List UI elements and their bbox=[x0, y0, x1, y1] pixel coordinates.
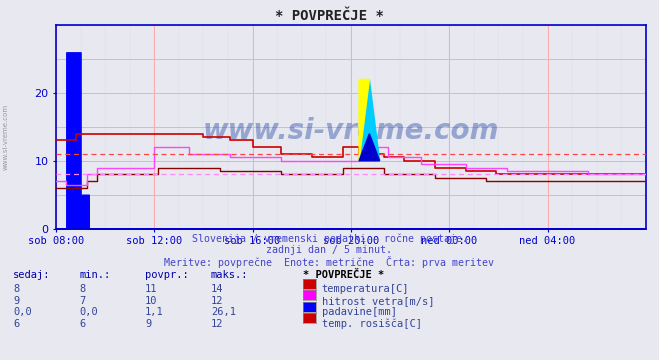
Text: 10: 10 bbox=[145, 296, 158, 306]
Text: sedaj:: sedaj: bbox=[13, 270, 51, 280]
Text: Meritve: povprečne  Enote: metrične  Črta: prva meritev: Meritve: povprečne Enote: metrične Črta:… bbox=[165, 256, 494, 267]
Text: 12: 12 bbox=[211, 319, 223, 329]
Text: 11: 11 bbox=[145, 284, 158, 294]
Text: povpr.:: povpr.: bbox=[145, 270, 188, 280]
Text: 9: 9 bbox=[13, 296, 19, 306]
Text: 26,1: 26,1 bbox=[211, 307, 236, 318]
Text: 8: 8 bbox=[79, 284, 85, 294]
Polygon shape bbox=[359, 80, 369, 161]
Polygon shape bbox=[359, 80, 380, 161]
Text: * POVPREČJE *: * POVPREČJE * bbox=[303, 270, 384, 280]
Polygon shape bbox=[359, 134, 380, 161]
Text: 8: 8 bbox=[13, 284, 19, 294]
Text: padavine[mm]: padavine[mm] bbox=[322, 307, 397, 318]
Text: min.:: min.: bbox=[79, 270, 110, 280]
Text: 0,0: 0,0 bbox=[13, 307, 32, 318]
Text: temperatura[C]: temperatura[C] bbox=[322, 284, 409, 294]
Text: 12: 12 bbox=[211, 296, 223, 306]
Text: temp. rosišča[C]: temp. rosišča[C] bbox=[322, 319, 422, 329]
Text: 0,0: 0,0 bbox=[79, 307, 98, 318]
Text: hitrost vetra[m/s]: hitrost vetra[m/s] bbox=[322, 296, 434, 306]
Text: 6: 6 bbox=[13, 319, 19, 329]
Text: 1,1: 1,1 bbox=[145, 307, 163, 318]
Text: 9: 9 bbox=[145, 319, 151, 329]
Text: 6: 6 bbox=[79, 319, 85, 329]
Text: www.si-vreme.com: www.si-vreme.com bbox=[2, 104, 9, 170]
Text: 14: 14 bbox=[211, 284, 223, 294]
Text: maks.:: maks.: bbox=[211, 270, 248, 280]
Text: Slovenija / vremenski podatki - ročne postaje.: Slovenija / vremenski podatki - ročne po… bbox=[192, 234, 467, 244]
Text: www.si-vreme.com: www.si-vreme.com bbox=[203, 117, 499, 145]
Text: 7: 7 bbox=[79, 296, 85, 306]
Text: zadnji dan / 5 minut.: zadnji dan / 5 minut. bbox=[266, 245, 393, 255]
Text: * POVPREČJE *: * POVPREČJE * bbox=[275, 9, 384, 23]
